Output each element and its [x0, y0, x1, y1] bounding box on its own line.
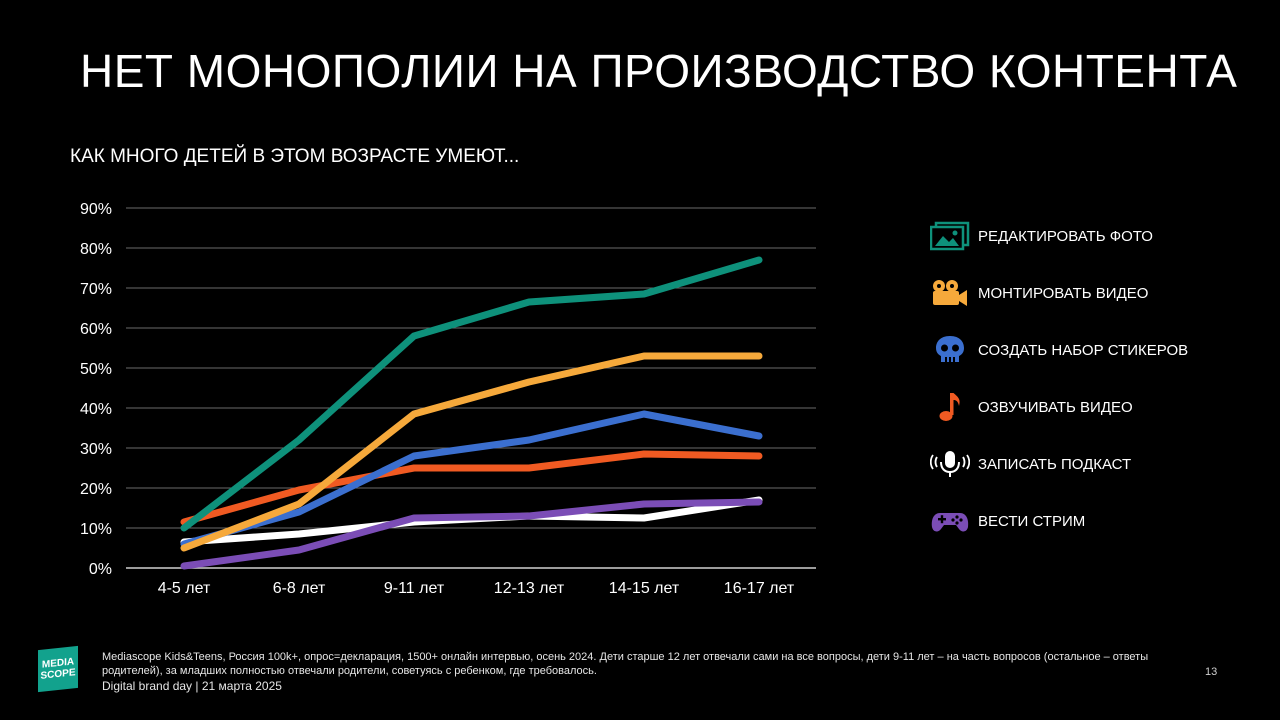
y-axis-ticks: 0% 10% 20% 30% 40% 50% 60% 70% 80% 90%: [80, 201, 112, 578]
event-footer: Digital brand day | 21 марта 2025: [102, 679, 282, 693]
chart-series-lines: [180, 256, 763, 570]
y-tick-label: 30%: [80, 441, 112, 458]
y-tick-label: 40%: [80, 401, 112, 418]
y-tick-label: 70%: [80, 281, 112, 298]
microphone-icon: [930, 448, 970, 480]
legend-label: ВЕСТИ СТРИМ: [978, 512, 1086, 530]
legend-label: МОНТИРОВАТЬ ВИДЕО: [978, 284, 1149, 302]
y-tick-label: 80%: [80, 241, 112, 258]
legend-item-sticker-set: СОЗДАТЬ НАБОР СТИКЕРОВ: [930, 334, 1230, 366]
y-tick-label: 10%: [80, 521, 112, 538]
legend-label: ОЗВУЧИВАТЬ ВИДЕО: [978, 398, 1133, 416]
legend-item-edit-video: МОНТИРОВАТЬ ВИДЕО: [930, 277, 1230, 309]
series-line-0: [180, 256, 763, 532]
x-tick-label: 12-13 лет: [494, 580, 565, 597]
skull-icon: [930, 334, 970, 366]
chart-subtitle: КАК МНОГО ДЕТЕЙ В ЭТОМ ВОЗРАСТЕ УМЕЮТ...: [70, 146, 520, 167]
page-number: 13: [1205, 666, 1218, 678]
x-tick-label: 16-17 лет: [724, 580, 795, 597]
y-tick-label: 90%: [80, 201, 112, 218]
legend-item-edit-photo: РЕДАКТИРОВАТЬ ФОТО: [930, 220, 1230, 252]
x-tick-label: 9-11 лет: [384, 580, 445, 597]
legend-item-stream: ВЕСТИ СТРИМ: [930, 505, 1230, 537]
legend-item-podcast: ЗАПИСАТЬ ПОДКАСТ: [930, 448, 1230, 480]
photo-icon: [930, 220, 970, 252]
music-note-icon: [930, 391, 970, 423]
gamepad-icon: [930, 505, 970, 537]
series-line-5: [180, 498, 763, 570]
y-tick-label: 0%: [89, 561, 112, 578]
logo-text-line2: SCOPE: [40, 667, 76, 682]
chart-grid: [126, 207, 816, 569]
source-footnote: Mediascope Kids&Teens, Россия 100k+, опр…: [102, 651, 1149, 677]
legend-label: РЕДАКТИРОВАТЬ ФОТО: [978, 227, 1153, 245]
x-tick-label: 6-8 лет: [273, 580, 326, 597]
legend-label: ЗАПИСАТЬ ПОДКАСТ: [978, 455, 1132, 473]
y-tick-label: 50%: [80, 361, 112, 378]
x-tick-label: 14-15 лет: [609, 580, 680, 597]
x-tick-label: 4-5 лет: [158, 580, 211, 597]
series-line-2: [180, 410, 763, 548]
legend-label: СОЗДАТЬ НАБОР СТИКЕРОВ: [978, 341, 1189, 359]
mediascope-logo: MEDIA SCOPE: [38, 645, 78, 693]
y-tick-label: 60%: [80, 321, 112, 338]
x-axis-ticks: 4-5 лет 6-8 лет 9-11 лет 12-13 лет 14-15 лет…: [158, 580, 795, 597]
y-tick-label: 20%: [80, 481, 112, 498]
video-camera-icon: [930, 277, 970, 309]
series-line-3: [180, 450, 763, 526]
series-line-1: [180, 352, 763, 552]
legend-item-voice-video: ОЗВУЧИВАТЬ ВИДЕО: [930, 391, 1230, 423]
page-title: НЕТ МОНОПОЛИИ НА ПРОИЗВОДСТВО КОНТЕНТА: [80, 45, 1238, 97]
